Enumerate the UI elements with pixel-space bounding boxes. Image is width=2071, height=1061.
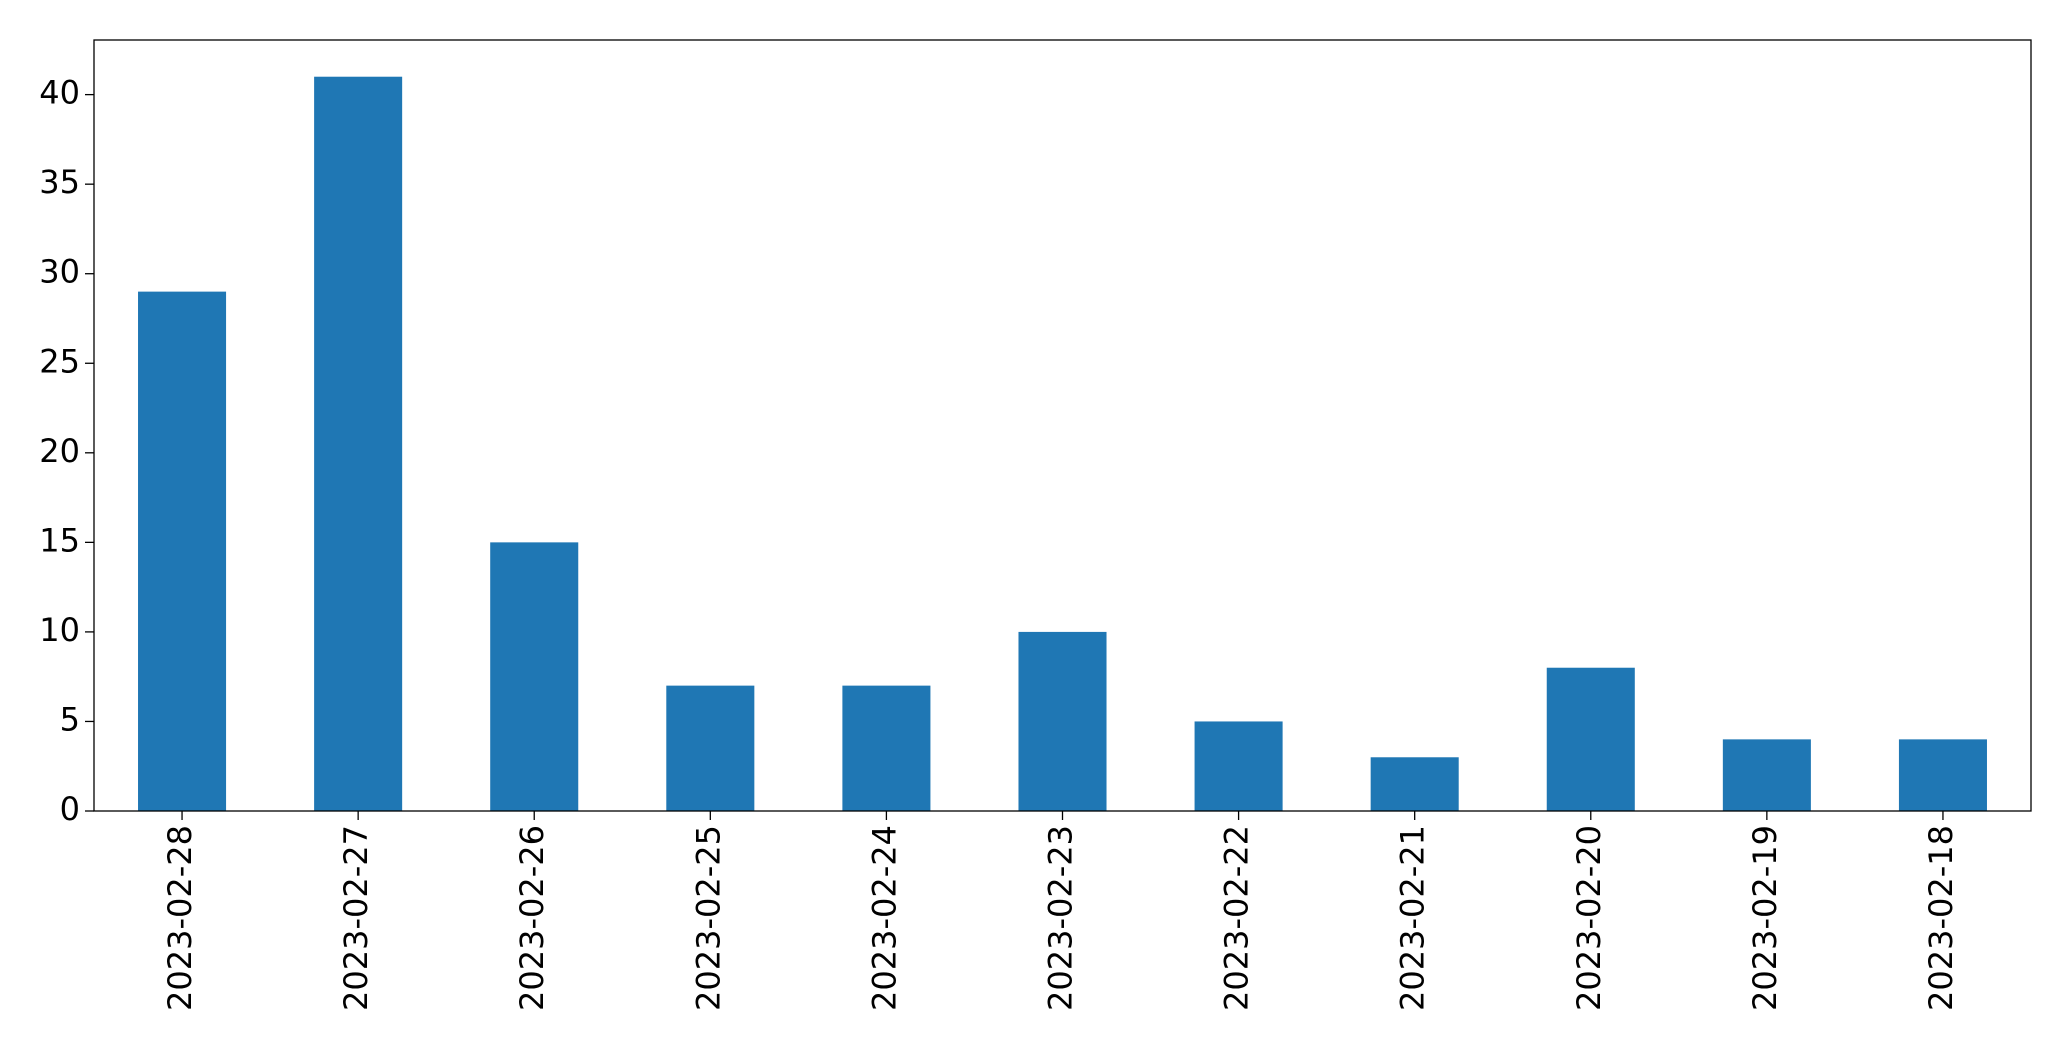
bar <box>1194 721 1283 811</box>
bar <box>490 542 579 811</box>
x-tick-label: 2023-02-21 <box>1394 825 1432 1011</box>
x-tick-label: 2023-02-19 <box>1746 825 1784 1011</box>
bar <box>1018 631 1107 811</box>
x-tick-label: 2023-02-20 <box>1570 825 1608 1011</box>
bar <box>314 76 403 811</box>
bar <box>666 685 755 811</box>
y-tick-label: 40 <box>39 74 80 112</box>
x-tick-label: 2023-02-26 <box>513 825 551 1011</box>
plot-frame <box>93 39 2032 812</box>
x-tick-label: 2023-02-27 <box>337 825 375 1011</box>
y-tick-label: 30 <box>39 253 80 291</box>
y-tick-label: 0 <box>60 790 80 828</box>
x-tick-label: 2023-02-23 <box>1042 825 1080 1011</box>
bar <box>1722 739 1811 811</box>
bar <box>138 291 227 811</box>
bar <box>842 685 931 811</box>
y-tick-label: 20 <box>39 432 80 470</box>
bar <box>1370 757 1459 811</box>
bar <box>1546 667 1635 811</box>
x-tick-label: 2023-02-28 <box>161 825 199 1011</box>
x-tick-label: 2023-02-24 <box>865 825 903 1011</box>
y-tick-label: 35 <box>39 163 80 201</box>
x-tick-label: 2023-02-22 <box>1218 825 1256 1011</box>
y-tick-label: 15 <box>39 521 80 559</box>
y-tick-label: 25 <box>39 342 80 380</box>
bar <box>1898 739 1987 811</box>
y-tick-label: 5 <box>60 700 80 738</box>
y-tick-label: 10 <box>39 611 80 649</box>
x-tick-label: 2023-02-18 <box>1922 825 1960 1011</box>
x-tick-label: 2023-02-25 <box>689 825 727 1011</box>
